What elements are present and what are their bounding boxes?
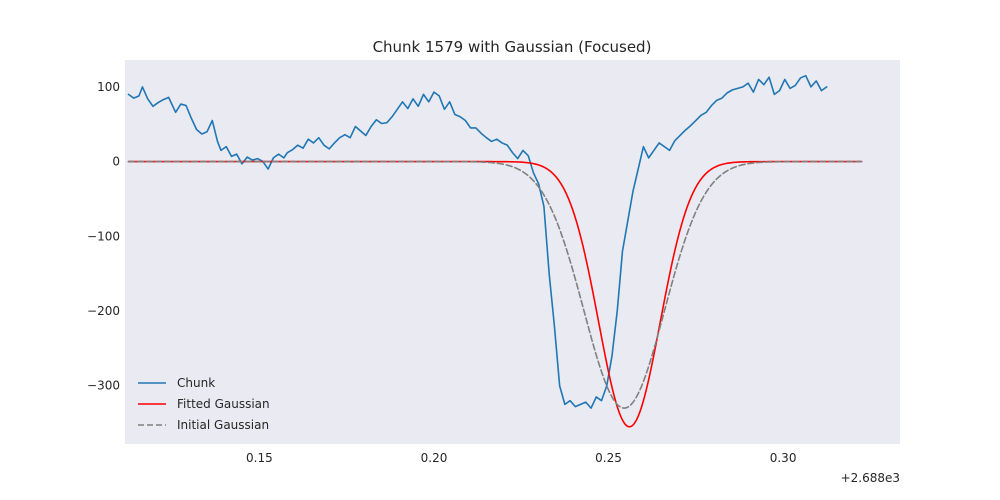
y-tick-label: −100 xyxy=(87,229,120,243)
y-tick-label: 0 xyxy=(112,155,120,169)
series-line-initial-gaussian xyxy=(127,160,863,409)
x-offset-label: +2.688e3 xyxy=(841,471,900,485)
y-axis: 100 0 −100 −200 −300 xyxy=(87,80,120,393)
legend: Chunk Fitted Gaussian Initial Gaussian xyxy=(138,376,270,432)
plot-area xyxy=(125,60,900,444)
x-axis: 0.15 0.20 0.25 0.30 xyxy=(246,451,796,465)
x-tick-label: 0.25 xyxy=(595,451,622,465)
x-tick-label: 0.20 xyxy=(421,451,448,465)
series-lines xyxy=(127,74,863,428)
y-tick-label: −300 xyxy=(87,379,120,393)
chart-title: Chunk 1579 with Gaussian (Focused) xyxy=(373,38,652,56)
x-tick-label: 0.30 xyxy=(770,451,797,465)
legend-label: Chunk xyxy=(177,376,215,390)
legend-label: Fitted Gaussian xyxy=(177,397,270,411)
legend-label: Initial Gaussian xyxy=(177,418,269,432)
y-tick-label: 100 xyxy=(97,80,120,94)
y-tick-label: −200 xyxy=(87,304,120,318)
x-tick-label: 0.15 xyxy=(246,451,273,465)
